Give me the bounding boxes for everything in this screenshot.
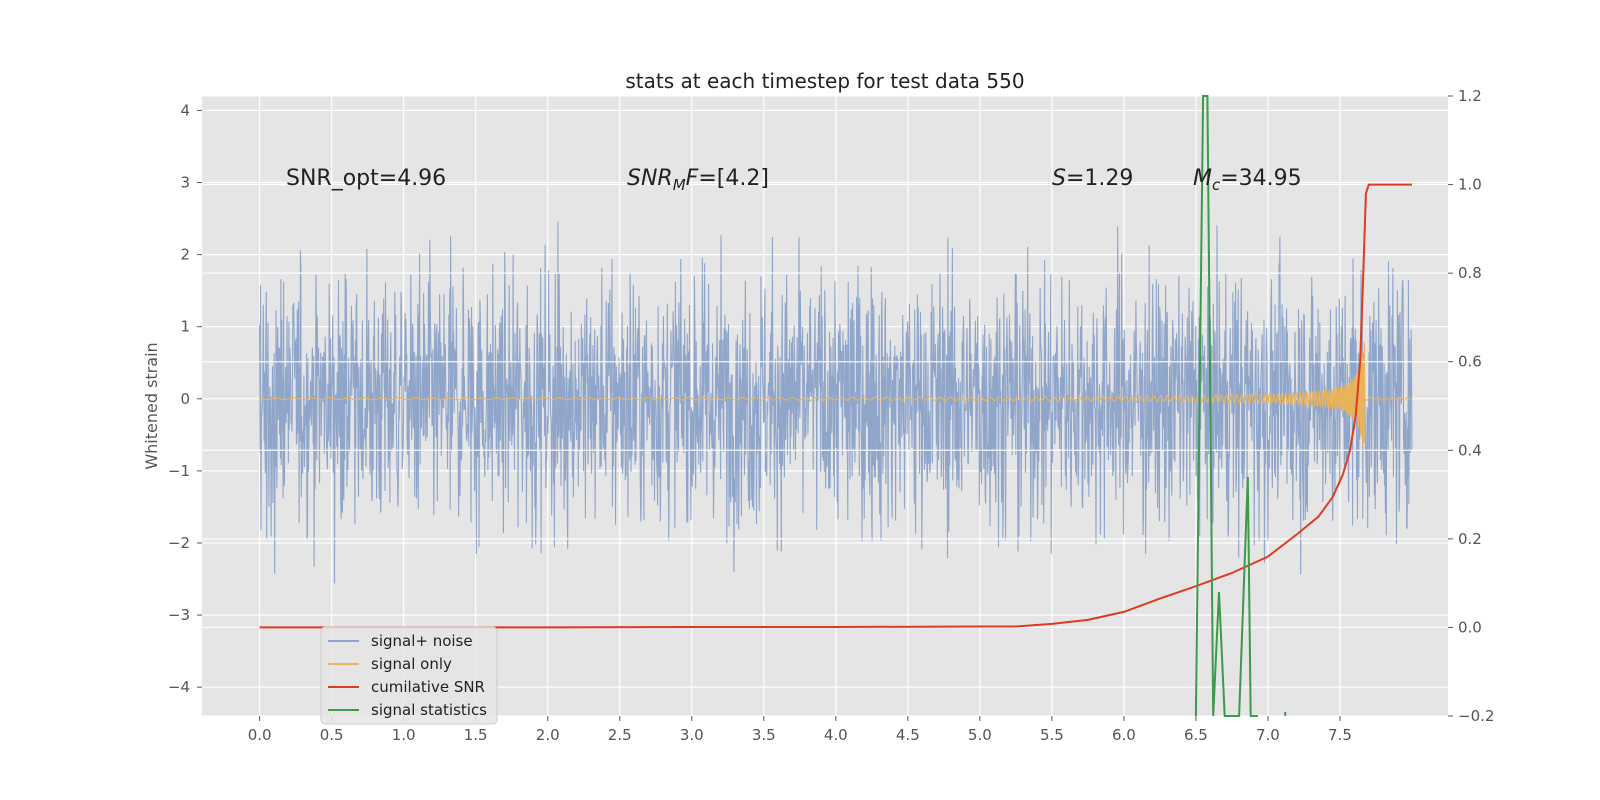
legend-label-cumulative: cumilative SNR [371,678,485,696]
x-tick-label: 5.5 [1040,726,1064,744]
y-right-tick-label: 1.0 [1458,176,1482,194]
x-tick-label: 1.0 [392,726,416,744]
noise-trace [259,221,1413,584]
x-tick-label: 7.0 [1256,726,1280,744]
x-tick-label: 3.5 [752,726,776,744]
cumulative-snr-series [259,183,1412,629]
y-right-tick-label: 0.6 [1458,353,1482,371]
x-tick-label: 3.0 [680,726,704,744]
annotation-mc: Mc=34.95 [1193,166,1302,194]
y-left-tick-label: −1 [168,462,190,480]
y-left-tick-label: 4 [180,101,190,119]
legend-label-signal: signal only [371,655,452,673]
signal-statistics-line [1194,95,1258,717]
y-left-tick-label: 2 [180,246,190,264]
cumulative-snr-line [259,183,1412,629]
chart-title: stats at each timestep for test data 550 [625,69,1024,93]
signal-statistics-series [1194,95,1287,717]
signal-only-series [259,342,1412,447]
annotation-snr-mf: SNRMF=[4.2] [627,166,769,194]
x-tick-label: 6.0 [1112,726,1136,744]
legend-label-noise: signal+ noise [371,632,473,650]
y-right-tick-label: 0.8 [1458,264,1482,282]
x-tick-label: 7.5 [1328,726,1352,744]
y-right-tick-label: 0.2 [1458,530,1482,548]
x-tick-label: 2.0 [536,726,560,744]
x-tick-label: 4.5 [896,726,920,744]
y-left-tick-label: 1 [180,318,190,336]
signal-trace [259,342,1412,447]
y-left-tick-label: 3 [180,174,190,192]
x-tick-label: 4.0 [824,726,848,744]
y-right-axis-ticks: 1.2 1.0 0.8 0.6 0.4 0.2 0.0 −0.2 [1448,87,1494,725]
y-right-tick-label: 0.4 [1458,441,1482,459]
x-tick-label: 2.5 [608,726,632,744]
y-right-tick-label: −0.2 [1458,707,1494,725]
y-left-tick-label: −2 [168,534,190,552]
y-axis-label: Whitened strain [142,342,161,469]
legend-label-statistics: signal statistics [371,701,487,719]
x-tick-label: 1.5 [464,726,488,744]
annotation-snr-opt: SNR_opt=4.96 [286,166,446,191]
x-tick-label: 6.5 [1184,726,1208,744]
y-left-axis-ticks: 4 3 2 1 0 −1 −2 −3 −4 [168,101,202,696]
annotation-s: S=1.29 [1052,166,1133,191]
x-axis-ticks: 0.0 0.5 1.0 1.5 2.0 2.5 3.0 3.5 4.0 4.5 5.0 5.5 6.0 6… [248,716,1352,744]
signal-noise-series [259,221,1413,584]
x-tick-label: 0.0 [248,726,272,744]
legend: signal+ noise signal only cumilative SNR… [320,626,498,725]
y-right-tick-label: 1.2 [1458,87,1482,105]
y-left-tick-label: 0 [180,390,190,408]
x-tick-label: 5.0 [968,726,992,744]
x-tick-label: 0.5 [320,726,344,744]
y-right-tick-label: 0.0 [1458,618,1482,636]
legend-box [320,626,498,725]
annotations: SNR_opt=4.96 SNRMF=[4.2] S=1.29 Mc=34.95 [286,166,1302,194]
y-left-tick-label: −4 [168,678,190,696]
y-left-tick-label: −3 [168,606,190,624]
